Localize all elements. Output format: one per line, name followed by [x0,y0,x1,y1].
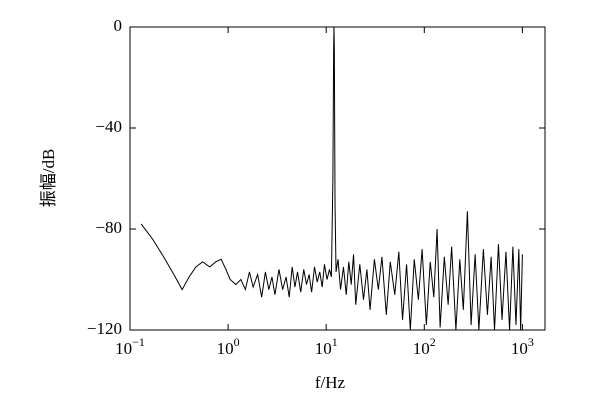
y-tick-label: −40 [95,117,122,136]
plot-frame [129,26,546,331]
x-tick-exponent: 0 [234,335,240,349]
spectrum-line [140,26,523,331]
x-tick-base: 10 [315,339,332,358]
x-tick-exponent: 3 [528,335,534,349]
x-tick-label: 100 [217,335,240,358]
y-tick-label: −80 [95,218,122,237]
x-tick-base: 10 [511,339,528,358]
x-tick-base: 10 [413,339,430,358]
x-tick-label: 102 [413,335,436,358]
y-tick-label: −120 [87,319,122,338]
x-tick-exponent: −1 [132,335,145,349]
y-axis-label: 振幅/dB [39,149,58,208]
x-tick-label: 103 [511,335,534,358]
x-tick-exponent: 2 [430,335,436,349]
x-axis-label: f/Hz [315,373,346,392]
x-tick-label: 101 [315,335,338,358]
x-tick-exponent: 1 [332,335,338,349]
x-tick-base: 10 [217,339,234,358]
y-tick-label: 0 [114,16,123,35]
x-tick-label: 10−1 [115,335,145,358]
x-tick-base: 10 [115,339,132,358]
